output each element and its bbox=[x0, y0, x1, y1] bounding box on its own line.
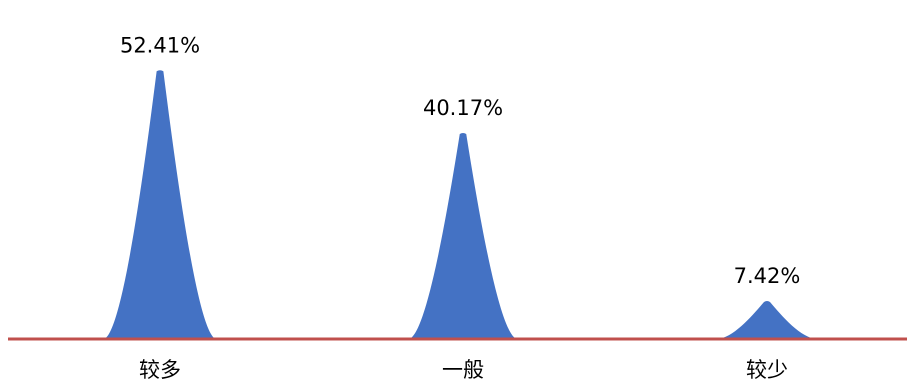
peak-2 bbox=[409, 133, 517, 339]
category-label-3: 较少 bbox=[746, 358, 788, 379]
data-label-3: 7.42% bbox=[734, 264, 801, 288]
peak-1 bbox=[104, 70, 216, 339]
category-label-2: 一般 bbox=[442, 358, 484, 379]
data-label-2: 40.17% bbox=[423, 96, 503, 120]
peak-3 bbox=[717, 300, 817, 339]
data-label-1: 52.41% bbox=[120, 33, 200, 57]
category-label-1: 较多 bbox=[139, 358, 181, 379]
data-labels-layer: 52.41% 40.17% 7.42% bbox=[120, 33, 800, 288]
category-labels-layer: 较多 一般 较少 bbox=[139, 358, 788, 379]
peaks-layer bbox=[104, 70, 817, 339]
